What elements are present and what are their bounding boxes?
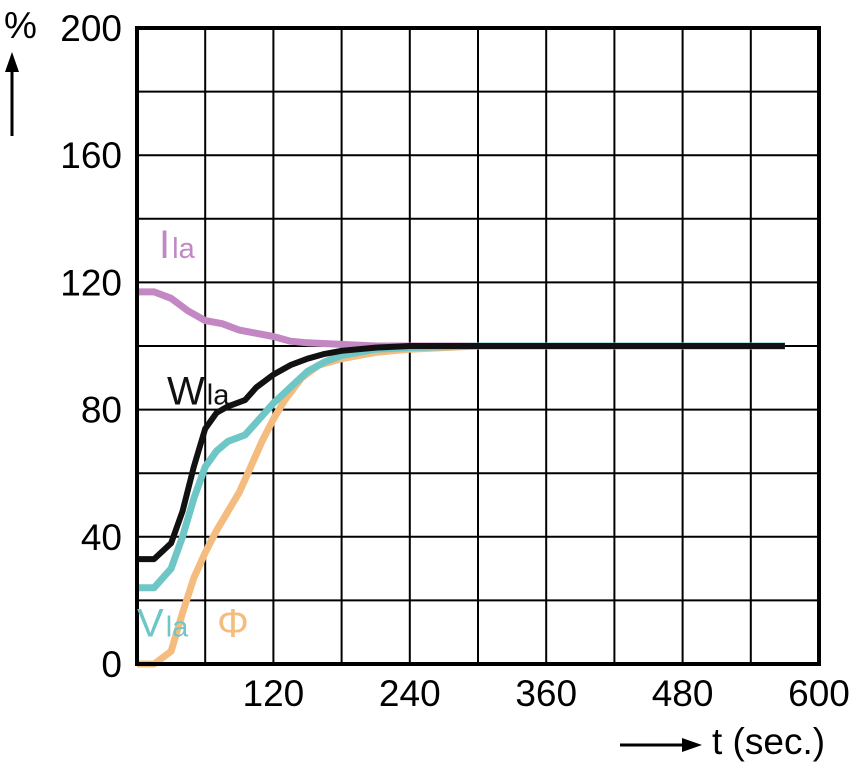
x-tick-label: 480 — [652, 673, 714, 714]
y-tick-label: 160 — [60, 135, 122, 176]
y-tick-label: 0 — [101, 644, 122, 685]
plot-frame — [135, 26, 821, 666]
x-axis-label: t (sec.) — [712, 721, 825, 762]
y-tick-label: 80 — [81, 390, 122, 431]
series-label: Wla — [167, 370, 230, 414]
x-tick-label: 360 — [515, 673, 577, 714]
x-tick-label: 600 — [788, 673, 850, 714]
series-line — [137, 342, 785, 592]
series-label: Vla — [137, 602, 189, 646]
series-label: Φ — [217, 602, 249, 646]
y-tick-label: 120 — [60, 262, 122, 303]
series-line — [137, 343, 785, 563]
series-lines — [137, 288, 785, 668]
y-tick-label: 40 — [81, 517, 122, 558]
y-tick-labels: 0 40 80 120 160 200 — [60, 8, 122, 685]
x-tick-labels: 120 240 360 480 600 — [243, 673, 850, 714]
x-tick-label: 240 — [379, 673, 441, 714]
y-tick-label: 200 — [60, 8, 122, 49]
x-axis-arrow-icon — [620, 738, 702, 752]
series-label: Ila — [159, 223, 196, 267]
y-axis-label: % — [4, 5, 37, 46]
series-labels: Ila Wla Vla Φ — [137, 223, 249, 645]
series-line — [137, 288, 785, 350]
y-axis-arrow-icon — [5, 52, 19, 136]
x-tick-label: 120 — [243, 673, 305, 714]
